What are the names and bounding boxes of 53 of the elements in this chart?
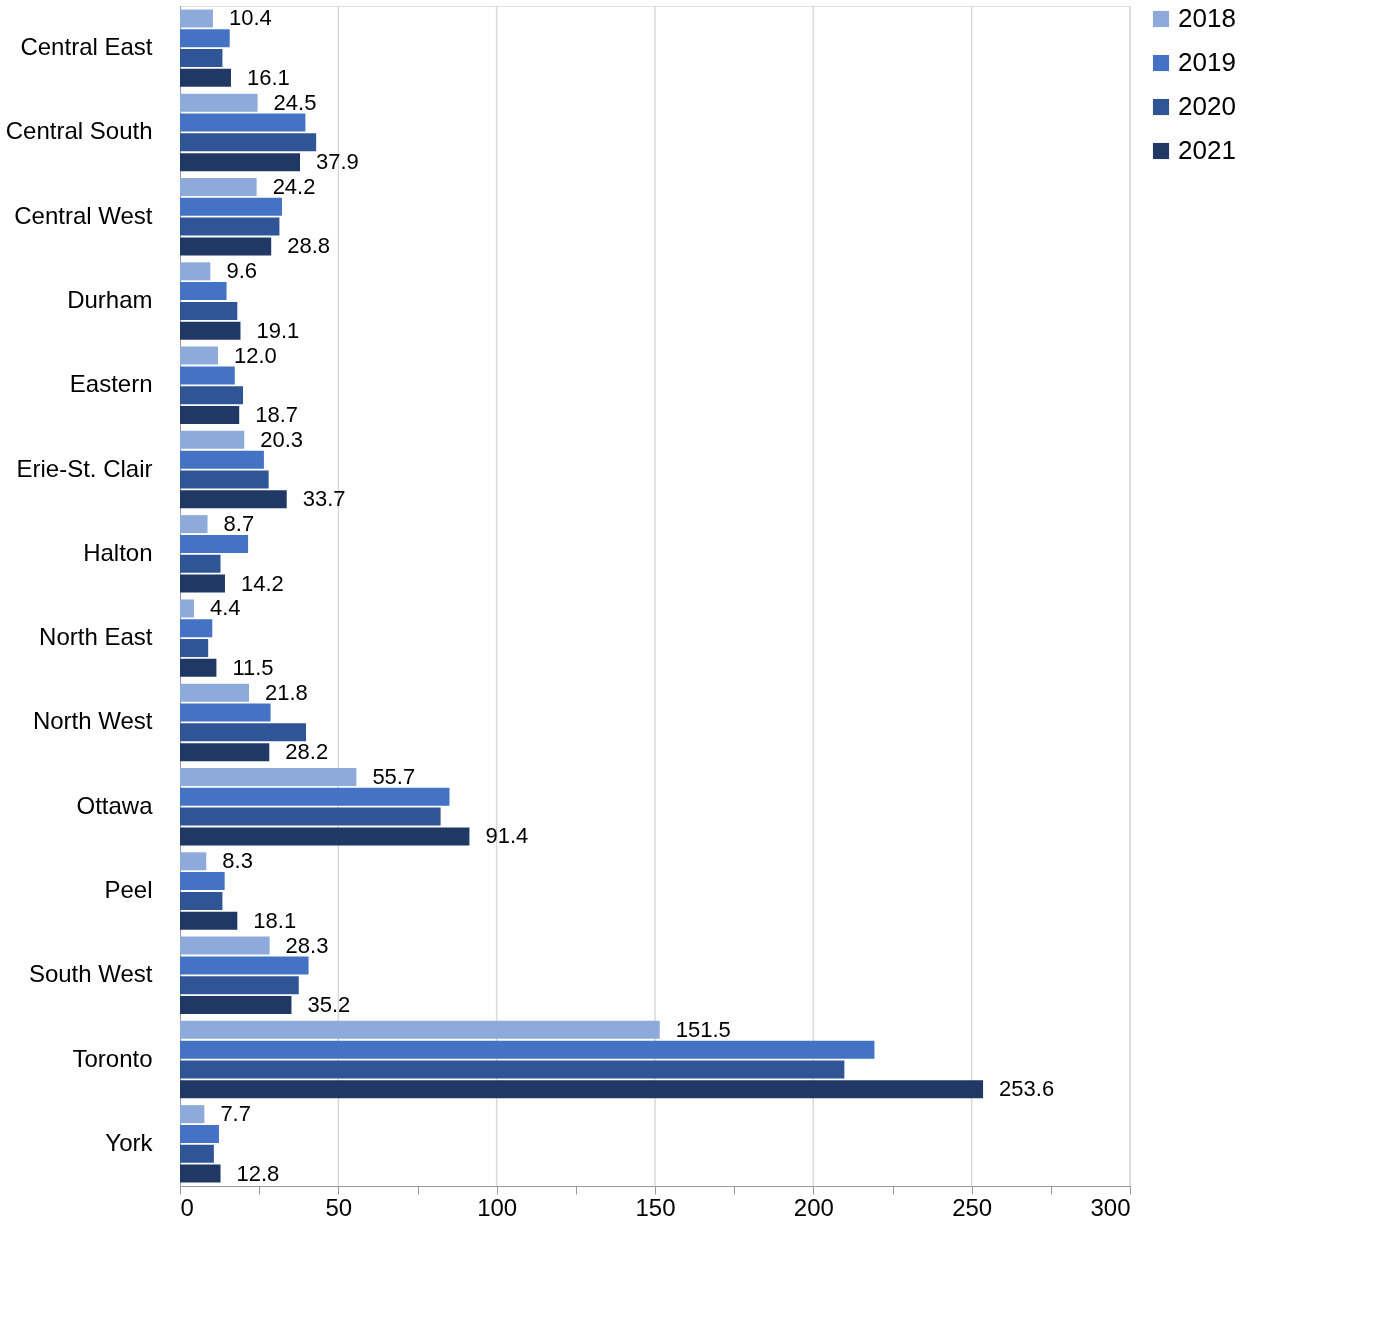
x-tick-label: 200 <box>793 1193 834 1221</box>
data-label: 7.7 <box>220 1101 251 1127</box>
y-tick-label: Central South <box>5 117 153 145</box>
y-tick-label: Central East <box>20 33 153 61</box>
data-label: 16.1 <box>246 64 290 90</box>
y-tick-label: Halton <box>83 538 153 566</box>
x-tick-label: 50 <box>325 1193 353 1221</box>
data-label: 33.7 <box>302 486 346 512</box>
y-tick-label: Toronto <box>72 1044 153 1072</box>
data-label: 9.6 <box>226 258 257 284</box>
x-tick-label: 300 <box>1090 1193 1131 1221</box>
data-label: 18.7 <box>255 402 299 427</box>
x-tick-label: 0 <box>180 1193 194 1221</box>
data-label: 28.3 <box>285 932 329 958</box>
y-tick-label: Eastern <box>69 370 153 398</box>
data-label: 24.2 <box>272 174 316 199</box>
data-label: 11.5 <box>232 654 274 680</box>
x-tick-label: 150 <box>635 1193 676 1221</box>
data-label: 55.7 <box>372 764 416 789</box>
data-label: 20.3 <box>260 426 304 452</box>
data-label: 253.6 <box>999 1076 1055 1102</box>
data-label: 12.8 <box>236 1160 280 1186</box>
data-label: 10.4 <box>228 5 272 31</box>
x-tick-label: 250 <box>952 1193 993 1221</box>
data-label: 35.2 <box>307 992 351 1017</box>
y-tick-label: Peel <box>104 876 153 903</box>
data-label: 8.7 <box>223 511 255 537</box>
legend-label: 2019 <box>1178 47 1236 77</box>
data-label: 28.8 <box>287 233 331 259</box>
data-label: 151.5 <box>675 1016 731 1042</box>
y-tick-label: Ottawa <box>76 791 154 819</box>
data-label: 28.2 <box>285 739 329 765</box>
y-tick-label: South West <box>28 960 153 988</box>
data-label: 21.8 <box>265 679 308 705</box>
y-tick-label: North East <box>39 623 153 651</box>
y-tick-label: Durham <box>67 286 153 313</box>
x-tick-label: 100 <box>477 1193 518 1221</box>
data-label: 12.0 <box>234 342 277 368</box>
data-label: 24.5 <box>273 89 317 115</box>
legend-label: 2018 <box>1178 3 1236 33</box>
y-tick-label: North West <box>32 707 153 735</box>
y-tick-label: York <box>105 1128 154 1156</box>
y-tick-label: Erie-St. Clair <box>16 454 153 482</box>
data-label: 14.2 <box>240 570 284 596</box>
y-tick-label: Central West <box>14 201 153 229</box>
data-label: 18.1 <box>253 907 297 933</box>
data-label: 19.1 <box>256 317 300 343</box>
legend-label: 2021 <box>1178 135 1236 165</box>
data-label: 91.4 <box>485 823 529 849</box>
data-label: 4.4 <box>209 595 241 621</box>
data-label: 37.9 <box>316 149 359 175</box>
legend-label: 2020 <box>1178 91 1236 121</box>
data-label: 8.3 <box>222 848 253 874</box>
